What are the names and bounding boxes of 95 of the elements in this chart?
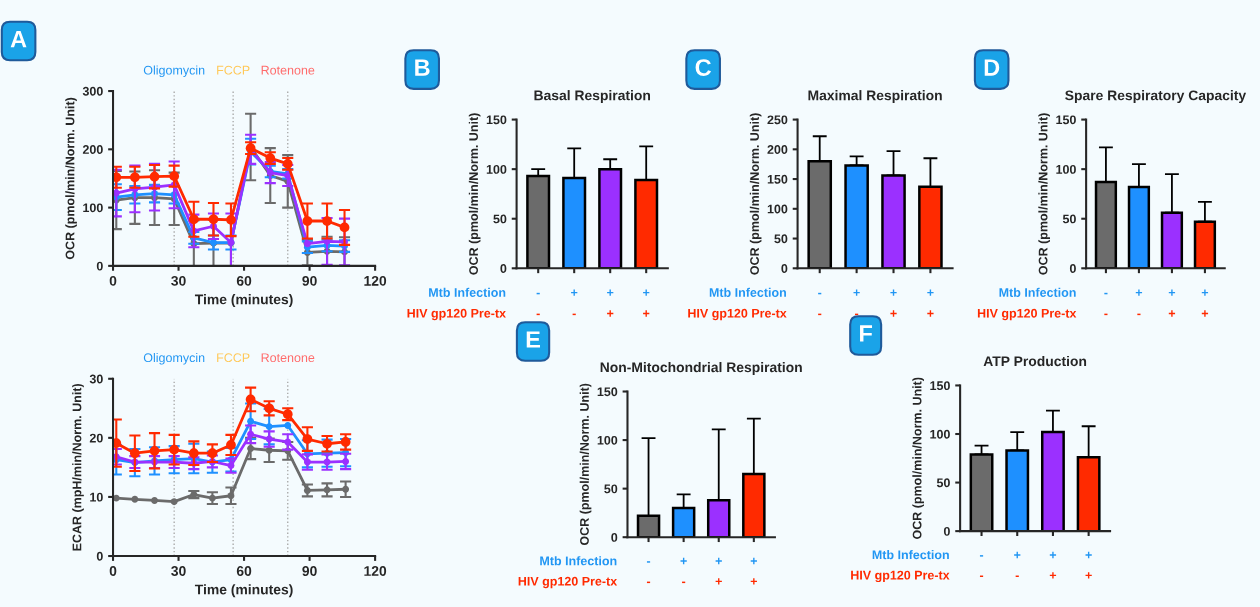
x-tick-label: 90 xyxy=(302,566,317,576)
chart-title: Spare Respiratory Capacity xyxy=(1065,90,1247,104)
ref-line-label: Oligomycin xyxy=(143,65,205,78)
x-tick-label: 60 xyxy=(236,275,252,286)
y-axis-title: OCR (pmol/min/Norm. Unit) xyxy=(1038,113,1050,275)
x-tick-label: 30 xyxy=(171,275,186,286)
y-tick-label: 0 xyxy=(611,533,618,542)
chart-title: Non-Mitochondrial Respiration xyxy=(600,362,802,375)
y-tick-label: 250 xyxy=(767,115,788,125)
category-label: + - xyxy=(680,557,687,584)
x-tick-label: 30 xyxy=(171,566,186,576)
y-tick-label: 10 xyxy=(90,492,103,502)
text: Mtb Infection xyxy=(540,556,617,566)
y-tick-label: 30 xyxy=(89,374,103,384)
category-label: + - xyxy=(571,289,578,316)
x-tick-label: 120 xyxy=(364,275,387,286)
text: HIV gp120 Pre-tx xyxy=(518,576,618,589)
chart-title: Maximal Respiration xyxy=(808,90,942,104)
x-tick-label: + + xyxy=(1085,551,1092,579)
category-label: - - xyxy=(536,292,540,316)
x-tick-label: + + xyxy=(643,289,650,317)
text: F xyxy=(860,325,873,342)
y-tick-label: 20 xyxy=(89,433,103,443)
x-axis-title: Time (minutes) xyxy=(194,294,293,308)
x-tick-label: 120 xyxy=(364,566,387,576)
x-tick-label: 0 xyxy=(109,275,117,286)
y-tick-label: 0 xyxy=(96,261,103,271)
y-tick-label: 50 xyxy=(1062,214,1076,224)
text: Mtb Infection xyxy=(999,287,1076,297)
y-tick-label: 150 xyxy=(486,115,507,125)
ref-line-label: Rotenone xyxy=(261,353,315,363)
y-tick-label: 100 xyxy=(597,435,618,445)
text: HIV gp120 Pre-tx xyxy=(688,308,787,321)
text: HIV gp120 Pre-tx xyxy=(977,308,1077,321)
y-tick-label: 100 xyxy=(930,429,950,439)
text: D xyxy=(984,59,1000,76)
ref-line-label: FCCP xyxy=(217,65,250,75)
text: B xyxy=(415,59,430,76)
text: E xyxy=(526,331,540,348)
y-tick-label: 0 xyxy=(943,526,950,536)
category-label: - - xyxy=(818,292,822,316)
y-axis-title: OCR (pmol/min/Norm. Unit) xyxy=(468,113,481,275)
text: C xyxy=(695,59,712,76)
y-tick-label: 0 xyxy=(500,264,507,273)
y-axis-title: ECAR (mpH/min/Norm. Unit) xyxy=(72,383,84,551)
ref-line-label: Oligomycin xyxy=(143,352,205,365)
text: HIV gp120 Pre-tx xyxy=(851,570,950,583)
chart-title: Basal Respiration xyxy=(534,90,651,104)
y-tick-label: 150 xyxy=(930,381,950,391)
x-tick-label: 0 xyxy=(109,566,117,576)
text: A xyxy=(10,30,27,48)
y-axis-title: OCR (pmol/min/Norm. Unit) xyxy=(65,97,77,260)
y-tick-label: 200 xyxy=(767,145,788,154)
text: Mtb Infection xyxy=(429,287,506,297)
y-tick-label: 100 xyxy=(1056,164,1076,174)
y-tick-label: 300 xyxy=(82,86,103,96)
y-tick-label: 150 xyxy=(1056,115,1076,125)
y-tick-label: 50 xyxy=(604,484,618,494)
ref-line-label: Rotenone xyxy=(261,65,315,75)
x-tick-label: 90 xyxy=(302,275,317,286)
category-label: + - xyxy=(853,289,860,316)
y-tick-label: 50 xyxy=(936,478,950,488)
y-tick-label: 0 xyxy=(1069,264,1076,273)
x-tick-label: 60 xyxy=(236,566,252,576)
x-tick-label: + + xyxy=(1201,289,1209,317)
y-tick-label: 200 xyxy=(82,145,103,154)
x-tick-label: + + xyxy=(715,557,722,585)
category-label: - - xyxy=(646,561,651,584)
y-axis-title: OCR (pmol/min/Norm. Unit) xyxy=(579,383,592,546)
y-tick-label: 100 xyxy=(486,164,507,174)
y-tick-label: 50 xyxy=(774,234,788,244)
category-label: - - xyxy=(979,555,984,578)
x-axis-title: Time (minutes) xyxy=(194,584,293,598)
category-label: - - xyxy=(1104,292,1108,316)
text: HIV gp120 Pre-tx xyxy=(407,308,506,321)
category-label: + - xyxy=(1014,551,1021,578)
y-tick-label: 0 xyxy=(781,264,788,273)
x-tick-label: + + xyxy=(1049,551,1057,579)
x-tick-label: + + xyxy=(1168,289,1176,317)
chart-title: ATP Production xyxy=(983,355,1087,367)
y-tick-label: 150 xyxy=(597,387,618,397)
y-axis-title: OCR (pmol/min/Norm. Unit) xyxy=(749,113,762,275)
y-axis-title: OCR (pmol/min/Norm. Unit) xyxy=(912,377,924,540)
y-tick-label: 100 xyxy=(83,203,103,213)
x-tick-label: + + xyxy=(607,289,614,317)
y-tick-label: 100 xyxy=(767,204,788,214)
ref-line-label: FCCP xyxy=(217,353,250,363)
text: Mtb Infection xyxy=(709,287,786,297)
x-tick-label: + + xyxy=(927,289,934,317)
y-tick-label: 150 xyxy=(767,174,788,184)
x-tick-label: + + xyxy=(750,557,757,585)
x-tick-label: + + xyxy=(890,289,897,317)
category-label: + - xyxy=(1135,289,1143,316)
text: Mtb Infection xyxy=(872,550,949,560)
y-tick-label: 50 xyxy=(493,214,507,224)
